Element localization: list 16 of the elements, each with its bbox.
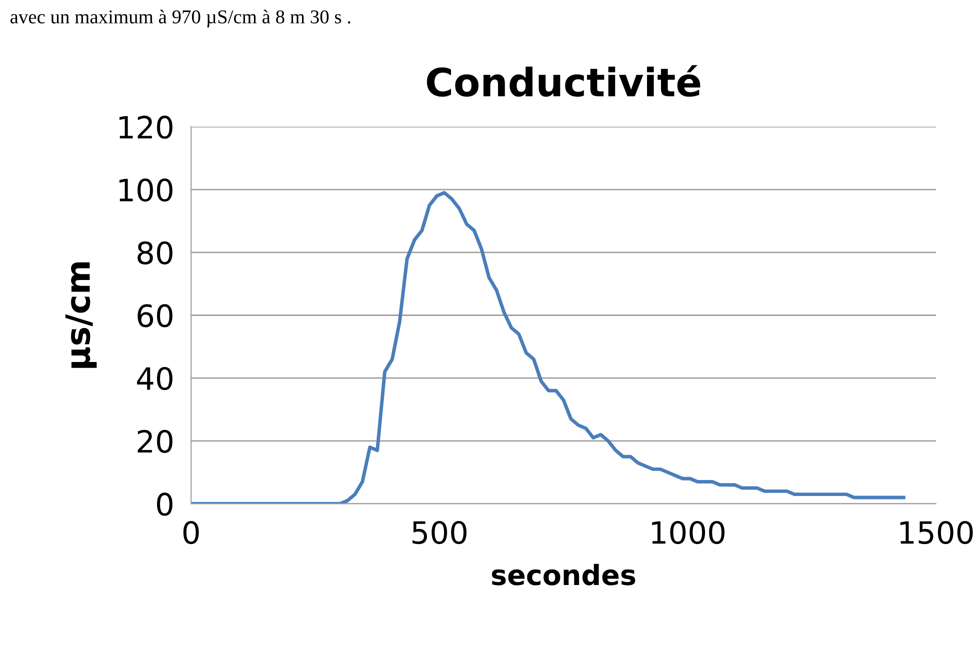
y-axis-title: µs/cm [65, 262, 97, 368]
x-tick-label: 1000 [652, 520, 724, 544]
x-axis-title: secondes [492, 564, 636, 586]
y-tick-label: 0 [157, 492, 172, 516]
line-series [191, 190, 906, 504]
x-tick-label: 1500 [900, 520, 973, 544]
y-tick-label: 20 [138, 430, 172, 453]
x-tick-label: 0 [183, 520, 199, 544]
x-tick-label: 500 [412, 520, 466, 544]
chart-title: Conductivité [426, 65, 700, 97]
y-tick-label: 100 [119, 178, 172, 202]
y-tick-label: 80 [138, 241, 172, 264]
y-tick-label: 40 [137, 367, 172, 390]
y-tick-label: 120 [119, 116, 172, 139]
y-tick-label: 60 [138, 304, 172, 328]
text: avec un maximum à 970 µS/cm à 8 m 30 s . [10, 10, 350, 28]
